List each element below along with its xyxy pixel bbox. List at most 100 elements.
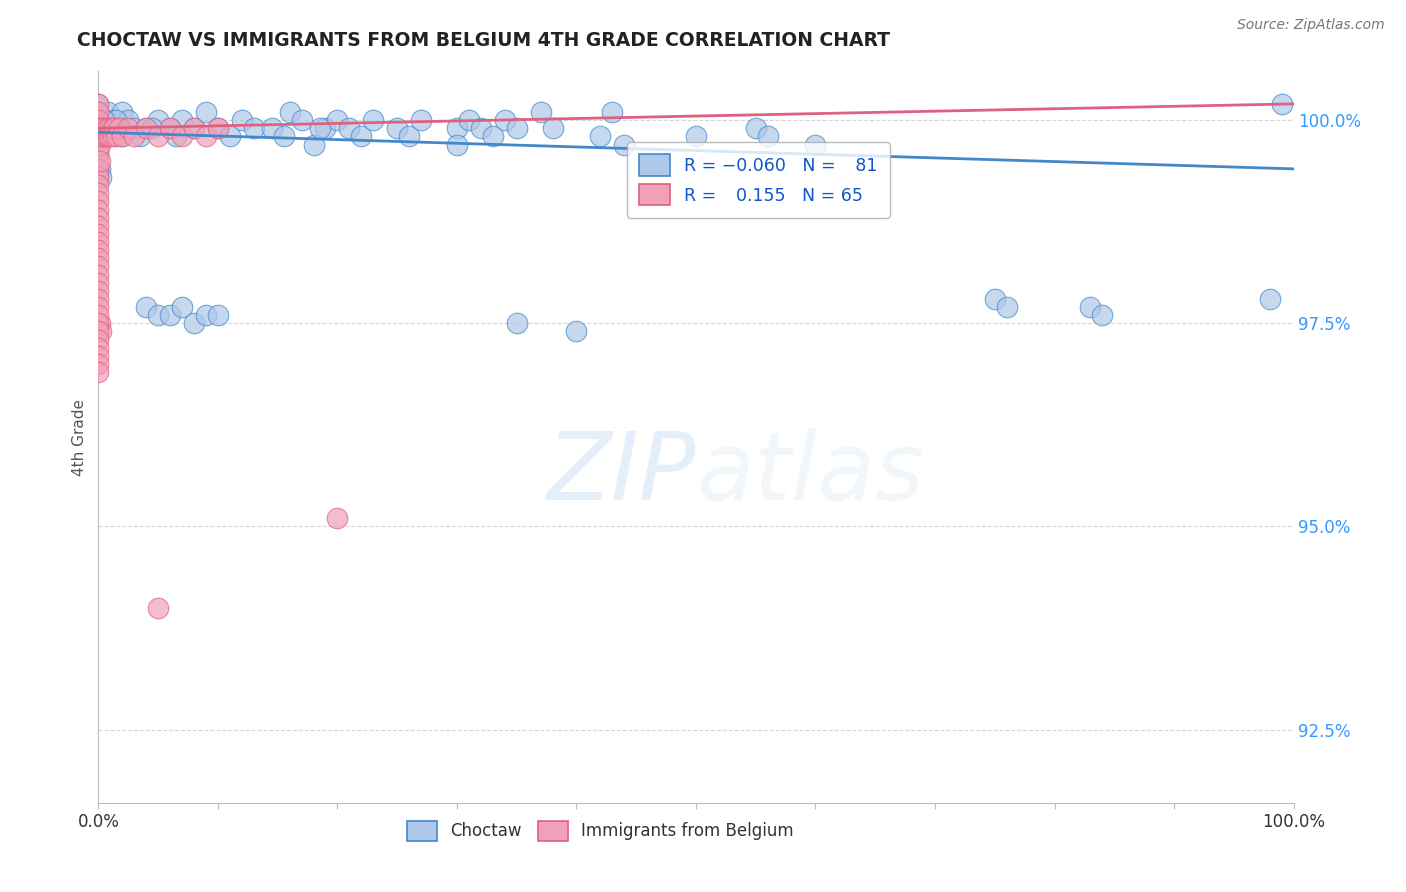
Point: [87, 316, 110, 330]
Point: [87, 194, 110, 209]
Point: [105, 121, 128, 136]
Point: [93, 113, 115, 128]
Point: [273, 129, 295, 144]
Point: [87, 252, 110, 266]
Point: [172, 300, 194, 314]
Point: [105, 113, 128, 128]
Point: [494, 113, 516, 128]
Point: [87, 235, 110, 249]
Point: [148, 129, 170, 144]
Point: [470, 121, 492, 136]
Point: [91, 121, 114, 136]
Point: [129, 129, 152, 144]
Point: [506, 316, 529, 330]
Point: [685, 129, 707, 144]
Point: [458, 113, 481, 128]
Point: [398, 129, 420, 144]
Point: [87, 145, 110, 160]
Point: [541, 121, 564, 136]
Point: [87, 243, 110, 257]
Point: [87, 169, 110, 184]
Point: [97, 129, 120, 144]
Point: [315, 121, 337, 136]
Point: [117, 113, 139, 128]
Point: [87, 365, 110, 379]
Legend: Choctaw, Immigrants from Belgium: Choctaw, Immigrants from Belgium: [398, 813, 803, 849]
Point: [107, 121, 129, 136]
Point: [87, 284, 110, 298]
Point: [135, 300, 157, 314]
Point: [87, 161, 110, 176]
Point: [87, 186, 110, 201]
Point: [446, 137, 468, 152]
Point: [87, 169, 110, 184]
Point: [87, 341, 110, 355]
Point: [339, 121, 361, 136]
Point: [1271, 96, 1294, 111]
Point: [87, 325, 110, 339]
Point: [195, 129, 218, 144]
Point: [101, 113, 124, 128]
Text: Source: ZipAtlas.com: Source: ZipAtlas.com: [1237, 18, 1385, 32]
Point: [745, 121, 768, 136]
Point: [98, 129, 122, 144]
Point: [804, 137, 827, 152]
Point: [141, 121, 163, 136]
Point: [87, 357, 110, 371]
Text: atlas: atlas: [696, 428, 924, 519]
Point: [183, 316, 205, 330]
Point: [481, 129, 505, 144]
Point: [302, 137, 325, 152]
Point: [89, 316, 111, 330]
Point: [100, 121, 122, 136]
Point: [87, 121, 110, 136]
Point: [89, 161, 111, 176]
Point: [350, 129, 373, 144]
Point: [93, 121, 115, 136]
Point: [385, 121, 409, 136]
Point: [172, 129, 194, 144]
Point: [995, 300, 1018, 314]
Point: [87, 333, 110, 347]
Point: [308, 121, 330, 136]
Point: [97, 105, 120, 120]
Point: [326, 511, 349, 525]
Point: [87, 145, 110, 160]
Point: [87, 129, 110, 144]
Point: [103, 121, 125, 136]
Point: [159, 121, 181, 136]
Point: [105, 129, 128, 144]
Y-axis label: 4th Grade: 4th Grade: [72, 399, 87, 475]
Point: [1258, 292, 1281, 306]
Point: [589, 129, 612, 144]
Point: [207, 121, 229, 136]
Point: [231, 113, 253, 128]
Point: [326, 113, 349, 128]
Point: [87, 349, 110, 363]
Point: [159, 121, 181, 136]
Point: [89, 121, 111, 136]
Point: [207, 121, 229, 136]
Point: [87, 137, 110, 152]
Point: [411, 113, 433, 128]
Point: [195, 105, 218, 120]
Point: [111, 129, 134, 144]
Point: [1091, 308, 1114, 322]
Point: [506, 121, 529, 136]
Point: [117, 121, 139, 136]
Point: [111, 105, 134, 120]
Point: [87, 153, 110, 168]
Point: [87, 300, 110, 314]
Point: [565, 325, 588, 339]
Point: [1080, 300, 1102, 314]
Point: [87, 260, 110, 274]
Point: [94, 129, 117, 144]
Point: [91, 121, 114, 136]
Point: [87, 276, 110, 290]
Point: [87, 121, 110, 136]
Point: [87, 268, 110, 282]
Point: [124, 129, 146, 144]
Point: [446, 121, 468, 136]
Point: [135, 121, 157, 136]
Point: [291, 113, 314, 128]
